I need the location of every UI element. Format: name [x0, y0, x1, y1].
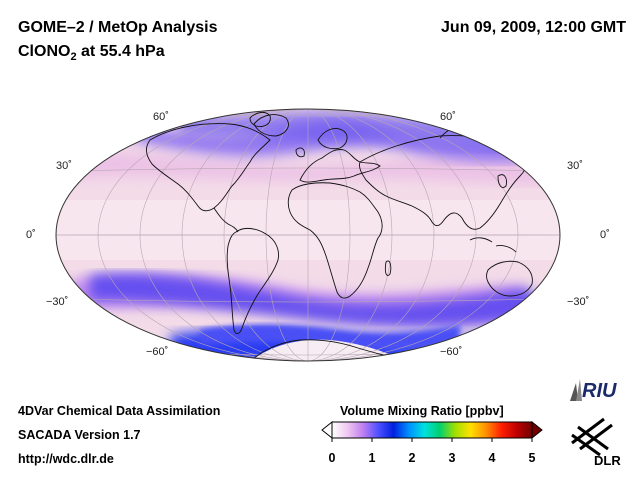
colorbar-title: Volume Mixing Ratio [ppbv]: [340, 404, 504, 418]
lat-label-30n-right: 30˚: [567, 160, 583, 172]
coast-north-america: [145, 123, 271, 212]
world-map: [55, 108, 561, 362]
dlr-logo-text: DLR: [594, 453, 621, 468]
colorbar-tick-label: 2: [409, 451, 416, 465]
lat-label-60n-right: 60˚: [440, 111, 456, 123]
lat-label-30s-left: −30˚: [46, 296, 69, 308]
lat-label-eq-left: 0˚: [26, 229, 36, 241]
species-name: ClONO: [18, 43, 71, 60]
colorbar-tick-label: 0: [329, 451, 336, 465]
lat-label-eq-right: 0˚: [600, 229, 610, 241]
coast-south-america: [226, 227, 279, 335]
lat-label-60n-left: 60˚: [153, 111, 169, 123]
footer-line-2: SACADA Version 1.7: [18, 428, 141, 442]
riu-logo-text: RIU: [582, 380, 617, 402]
coast-europe: [299, 149, 381, 183]
lat-label-30s-right: −30˚: [567, 296, 590, 308]
northern-high-band: [130, 121, 540, 162]
coast-australia: [486, 260, 533, 297]
colorbar: 0 1 2 3 4 5: [321, 420, 543, 465]
coast-africa: [287, 182, 383, 299]
southern-high-band: [90, 273, 545, 327]
colorbar-arrow-left: [321, 420, 333, 440]
riu-logo: RIU: [570, 379, 617, 402]
map-subtitle: ClONO2 at 55.4 hPa: [18, 43, 165, 63]
map-title: GOME–2 / MetOp Analysis: [18, 19, 218, 36]
colorbar-arrow-right: [531, 420, 543, 440]
colorbar-gradient: [331, 421, 533, 439]
lat-label-60s-right: −60˚: [440, 346, 463, 358]
colorbar-tick-label: 1: [369, 451, 376, 465]
lat-label-30n-left: 30˚: [56, 160, 72, 172]
analysis-datetime: Jun 09, 2009, 12:00 GMT: [441, 19, 626, 36]
species-subscript: 2: [70, 51, 77, 64]
footer-url: http://wdc.dlr.de: [18, 452, 114, 466]
pressure-level: at 55.4 hPa: [76, 43, 165, 60]
colorbar-tick-label: 3: [449, 451, 456, 465]
colorbar-tick-label: 4: [489, 451, 496, 465]
footer-line-1: 4DVar Chemical Data Assimilation: [18, 404, 221, 418]
colorbar-tick-label: 5: [529, 451, 536, 465]
dlr-logo: DLR: [571, 417, 621, 468]
lat-label-60s-left: −60˚: [146, 346, 169, 358]
